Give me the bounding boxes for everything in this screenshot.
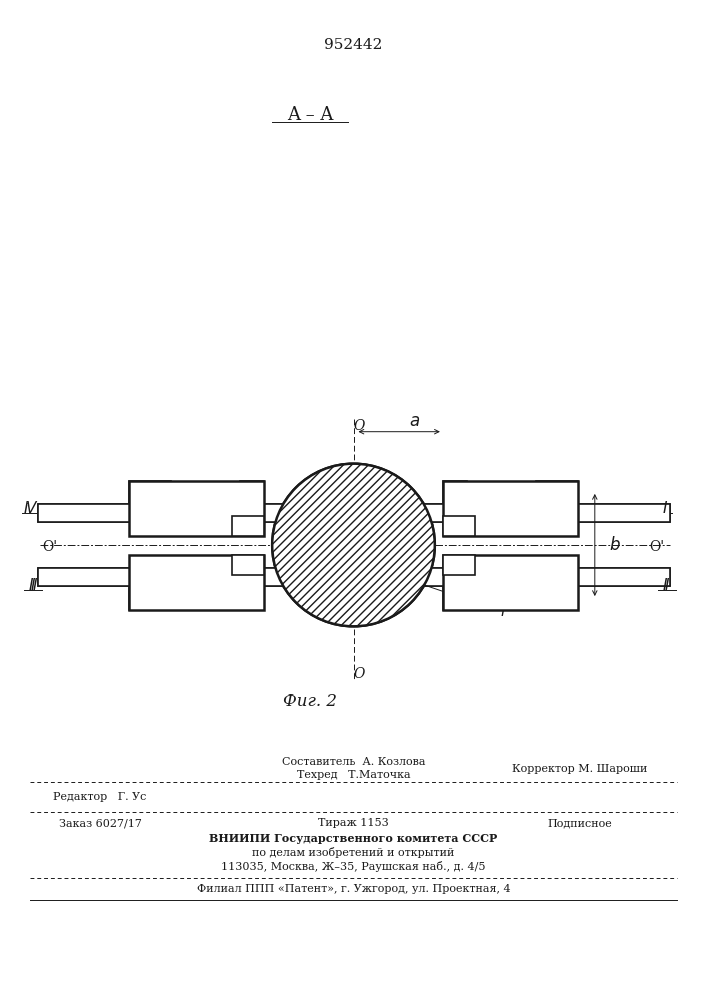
Text: $I\!I$: $I\!I$ bbox=[662, 577, 670, 593]
Bar bbox=[240, 481, 264, 505]
Text: $S_3$: $S_3$ bbox=[349, 532, 366, 548]
Text: O': O' bbox=[650, 540, 665, 554]
Text: Заказ 6027/17: Заказ 6027/17 bbox=[59, 818, 141, 828]
Text: A – A: A – A bbox=[287, 106, 333, 124]
Text: $I\!I\!I$: $I\!I\!I$ bbox=[28, 577, 38, 593]
Bar bbox=[232, 516, 264, 536]
Text: Техред   Т.Маточка: Техред Т.Маточка bbox=[297, 770, 410, 780]
Text: Составитель  А. Козлова: Составитель А. Козлова bbox=[282, 757, 425, 767]
Bar bbox=[129, 481, 171, 503]
Bar bbox=[443, 554, 475, 574]
Bar bbox=[443, 516, 475, 536]
Text: 952442: 952442 bbox=[325, 38, 382, 52]
Bar bbox=[129, 554, 264, 609]
Text: $b$: $b$ bbox=[609, 536, 621, 554]
Bar bbox=[38, 568, 670, 586]
Bar bbox=[38, 568, 670, 586]
Text: $I$: $I$ bbox=[662, 500, 668, 516]
Text: Редактор   Г. Ус: Редактор Г. Ус bbox=[53, 792, 146, 802]
Text: Тираж 1153: Тираж 1153 bbox=[318, 818, 389, 828]
Text: Подписное: Подписное bbox=[548, 818, 612, 828]
Bar bbox=[232, 554, 264, 574]
Text: Филиал ППП «Патент», г. Ужгород, ул. Проектная, 4: Филиал ППП «Патент», г. Ужгород, ул. Про… bbox=[197, 884, 510, 894]
Text: Фиг. 2: Фиг. 2 bbox=[283, 693, 337, 710]
Bar bbox=[129, 587, 171, 609]
Text: 113035, Москва, Ж–35, Раушская наб., д. 4/5: 113035, Москва, Ж–35, Раушская наб., д. … bbox=[221, 862, 486, 872]
Text: O': O' bbox=[42, 540, 57, 554]
Bar bbox=[129, 481, 264, 536]
Text: ВНИИПИ Государственного комитета СССР: ВНИИПИ Государственного комитета СССР bbox=[209, 832, 498, 844]
Bar bbox=[443, 585, 467, 609]
Text: O: O bbox=[354, 419, 366, 433]
Bar bbox=[443, 481, 467, 505]
Bar bbox=[443, 481, 578, 536]
Text: Корректор М. Шароши: Корректор М. Шароши bbox=[513, 764, 648, 774]
Bar bbox=[536, 481, 578, 503]
Bar bbox=[443, 554, 578, 609]
Bar bbox=[38, 504, 670, 522]
Text: $S$: $S$ bbox=[382, 528, 392, 542]
Text: $a$: $a$ bbox=[409, 413, 420, 430]
Bar bbox=[38, 504, 670, 522]
Text: O: O bbox=[354, 667, 366, 681]
Circle shape bbox=[272, 464, 435, 626]
Text: по делам изобретений и открытий: по делам изобретений и открытий bbox=[252, 846, 455, 858]
Text: $r$: $r$ bbox=[406, 578, 509, 619]
Bar bbox=[240, 585, 264, 609]
Bar bbox=[536, 587, 578, 609]
Text: $I\!V$: $I\!V$ bbox=[23, 500, 38, 516]
Circle shape bbox=[272, 464, 435, 626]
